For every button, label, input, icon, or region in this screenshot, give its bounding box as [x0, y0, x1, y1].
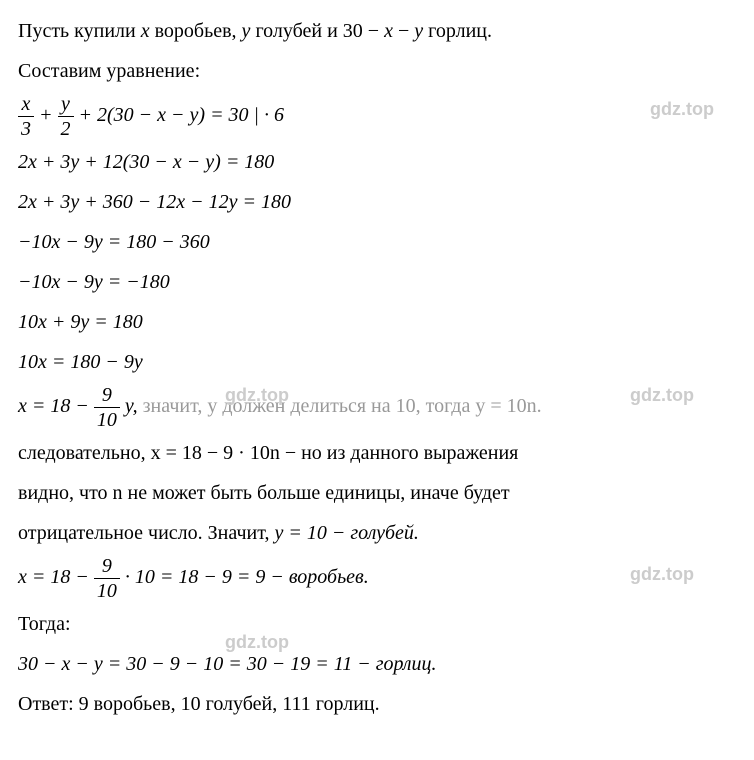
- text: x = 18 −: [18, 566, 94, 588]
- text: Пусть купили: [18, 20, 141, 42]
- var-x: x: [141, 20, 150, 42]
- denominator: 10: [94, 408, 120, 432]
- equation-line-3: x 3 + y 2 + 2(30 − x − y) = 30 | · 6: [18, 92, 736, 141]
- equation-line-5: 2x + 3y + 360 − 12x − 12y = 180: [18, 183, 736, 221]
- text-line-13: отрицательное число. Значит, y = 10 − го…: [18, 514, 736, 552]
- text: y = 10 − голубей.: [274, 522, 418, 544]
- denominator: 10: [94, 579, 120, 603]
- text-line-1: Пусть купили x воробьев, y голубей и 30 …: [18, 12, 736, 50]
- equation-line-14: x = 18 − 9 10 · 10 = 18 − 9 = 9 − воробь…: [18, 554, 736, 603]
- text: +: [39, 104, 58, 126]
- text: Составим уравнение:: [18, 60, 200, 82]
- var-y: y: [414, 20, 423, 42]
- text: −: [393, 20, 414, 42]
- text: x = 18 −: [18, 395, 94, 417]
- numerator: y: [58, 92, 74, 117]
- fraction: x 3: [18, 92, 34, 141]
- denominator: 3: [18, 117, 34, 141]
- equation-line-6: −10x − 9y = 180 − 360: [18, 223, 736, 261]
- text: y,: [125, 395, 143, 417]
- text-line-12: видно, что n не может быть больше единиц…: [18, 474, 736, 512]
- equation-line-4: 2x + 3y + 12(30 − x − y) = 180: [18, 143, 736, 181]
- equation-line-9: 10x = 180 − 9y: [18, 343, 736, 381]
- text-line-11: следовательно, x = 18 − 9 · 10n − но из …: [18, 434, 736, 472]
- text-line-15: Тогда:: [18, 605, 736, 643]
- fraction: 9 10: [94, 383, 120, 432]
- text-line-2: Составим уравнение:: [18, 52, 736, 90]
- equation-line-8: 10x + 9y = 180: [18, 303, 736, 341]
- answer-line: Ответ: 9 воробьев, 10 голубей, 111 горли…: [18, 685, 736, 723]
- text: · 10 = 18 − 9 = 9 − воробьев.: [125, 566, 369, 588]
- text-gray: значит, y должен делиться на 10, тогда y…: [143, 395, 542, 417]
- text: голубей и 30 −: [250, 20, 384, 42]
- fraction: y 2: [58, 92, 74, 141]
- numerator: 9: [94, 383, 120, 408]
- var-x: x: [384, 20, 393, 42]
- numerator: x: [18, 92, 34, 117]
- numerator: 9: [94, 554, 120, 579]
- equation-line-10: x = 18 − 9 10 y, значит, y должен делить…: [18, 383, 736, 432]
- text: + 2(30 − x − y) = 30 | · 6: [79, 104, 285, 126]
- equation-line-16: 30 − x − y = 30 − 9 − 10 = 30 − 19 = 11 …: [18, 645, 736, 683]
- text: горлиц.: [423, 20, 492, 42]
- text: отрицательное число. Значит,: [18, 522, 274, 544]
- fraction: 9 10: [94, 554, 120, 603]
- equation-line-7: −10x − 9y = −180: [18, 263, 736, 301]
- text: воробьев,: [150, 20, 242, 42]
- denominator: 2: [58, 117, 74, 141]
